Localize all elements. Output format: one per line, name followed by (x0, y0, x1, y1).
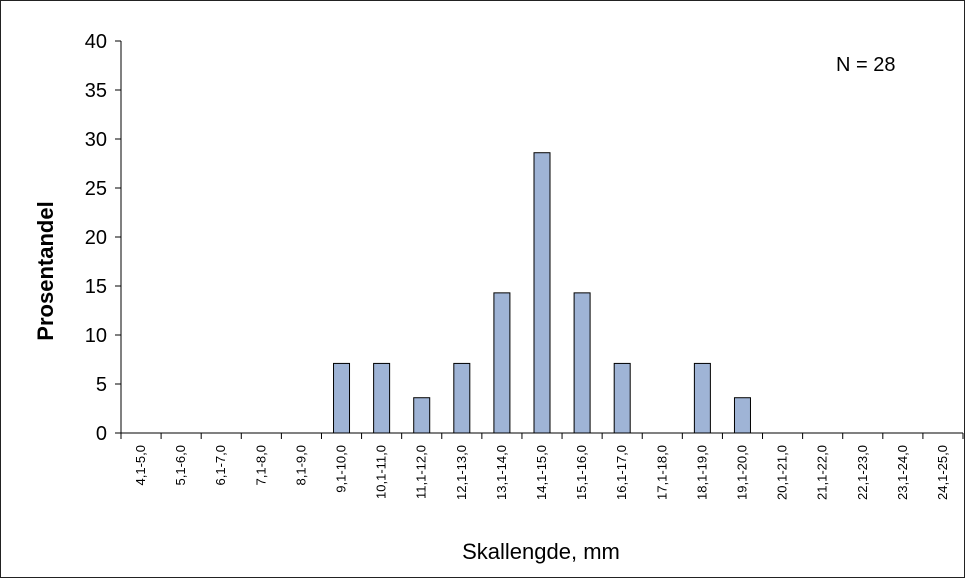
bar (693, 362, 711, 434)
x-tick-label: 6,1-7,0 (213, 445, 228, 485)
bar (613, 362, 631, 434)
bar (333, 362, 351, 434)
bars (333, 152, 751, 434)
bar (453, 362, 471, 434)
x-tick-label: 21,1-22,0 (815, 445, 830, 500)
bar (733, 397, 751, 434)
x-tick-label: 11,1-12,0 (414, 445, 429, 499)
y-tick-label: 20 (85, 227, 107, 249)
x-tick-label: 7,1-8,0 (253, 445, 268, 485)
x-tick-label: 15,1-16,0 (574, 445, 589, 500)
x-tick-label: 9,1-10,0 (334, 445, 349, 493)
y-axis: 0 5 10 15 20 25 30 35 40 (85, 31, 122, 445)
bar (493, 292, 511, 434)
sample-size-annotation: N = 28 (836, 54, 895, 76)
bar (373, 362, 391, 434)
x-tick-label: 23,1-24,0 (895, 445, 910, 500)
x-tick-label: 13,1-14,0 (494, 445, 509, 500)
bar (533, 152, 551, 434)
x-tick-label: 22,1-23,0 (855, 445, 870, 500)
x-tick-label: 20,1-21,0 (775, 445, 790, 500)
x-tick-label: 14,1-15,0 (534, 445, 549, 500)
x-tick-label: 12,1-13,0 (454, 445, 469, 500)
y-axis-title: Prosentandel (33, 201, 58, 340)
y-tick-label: 15 (85, 276, 107, 298)
x-tick-label: 10,1-11,0 (374, 445, 389, 499)
y-tick-label: 35 (85, 80, 107, 102)
x-tick-label: 24,1-25,0 (935, 445, 950, 500)
y-tick-label: 30 (85, 129, 107, 151)
bar (413, 397, 431, 434)
x-tick-label: 16,1-17,0 (614, 445, 629, 500)
x-tick-label: 8,1-9,0 (293, 445, 308, 485)
y-tick-label: 25 (85, 178, 107, 200)
y-tick-label: 40 (85, 31, 107, 53)
x-axis-title: Skallengde, mm (462, 539, 620, 564)
y-tick-label: 5 (96, 374, 107, 396)
y-tick-label: 10 (85, 325, 107, 347)
x-tick-label: 18,1-19,0 (694, 445, 709, 500)
x-axis: 4,1-5,0 5,1-6,0 6,1-7,0 7,1-8,0 8,1-9,0 9,1-1… (120, 432, 964, 500)
x-tick-label: 19,1-20,0 (734, 445, 749, 500)
x-tick-label: 4,1-5,0 (133, 445, 148, 485)
x-tick-label: 17,1-18,0 (654, 445, 669, 500)
y-tick-label: 0 (96, 423, 107, 445)
x-tick-label: 5,1-6,0 (173, 445, 188, 485)
bar (573, 292, 591, 434)
